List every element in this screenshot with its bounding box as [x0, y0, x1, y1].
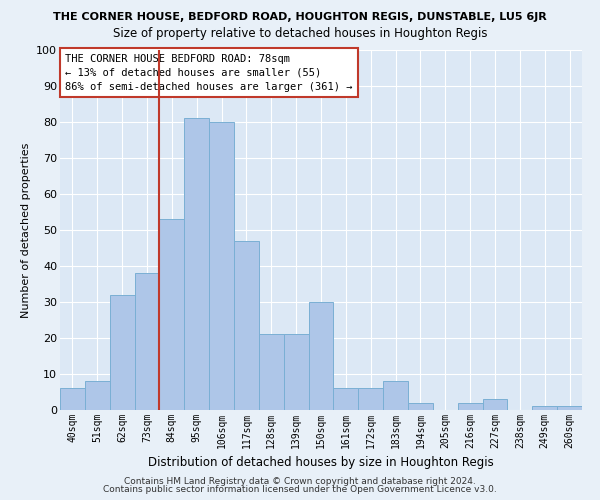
Text: Contains public sector information licensed under the Open Government Licence v3: Contains public sector information licen…: [103, 485, 497, 494]
Bar: [184, 118, 209, 410]
Bar: [85, 381, 110, 410]
Bar: [234, 241, 259, 410]
Bar: [284, 334, 308, 410]
Bar: [358, 388, 383, 410]
Bar: [134, 273, 160, 410]
Bar: [482, 399, 508, 410]
Bar: [334, 388, 358, 410]
Bar: [209, 122, 234, 410]
Text: THE CORNER HOUSE BEDFORD ROAD: 78sqm
← 13% of detached houses are smaller (55)
8: THE CORNER HOUSE BEDFORD ROAD: 78sqm ← 1…: [65, 54, 353, 92]
Bar: [160, 219, 184, 410]
Text: THE CORNER HOUSE, BEDFORD ROAD, HOUGHTON REGIS, DUNSTABLE, LU5 6JR: THE CORNER HOUSE, BEDFORD ROAD, HOUGHTON…: [53, 12, 547, 22]
Text: Size of property relative to detached houses in Houghton Regis: Size of property relative to detached ho…: [113, 28, 487, 40]
Bar: [458, 403, 482, 410]
Bar: [60, 388, 85, 410]
Bar: [408, 403, 433, 410]
Bar: [308, 302, 334, 410]
Text: Contains HM Land Registry data © Crown copyright and database right 2024.: Contains HM Land Registry data © Crown c…: [124, 477, 476, 486]
Bar: [259, 334, 284, 410]
Bar: [383, 381, 408, 410]
Y-axis label: Number of detached properties: Number of detached properties: [20, 142, 31, 318]
Bar: [557, 406, 582, 410]
X-axis label: Distribution of detached houses by size in Houghton Regis: Distribution of detached houses by size …: [148, 456, 494, 469]
Bar: [532, 406, 557, 410]
Bar: [110, 295, 134, 410]
